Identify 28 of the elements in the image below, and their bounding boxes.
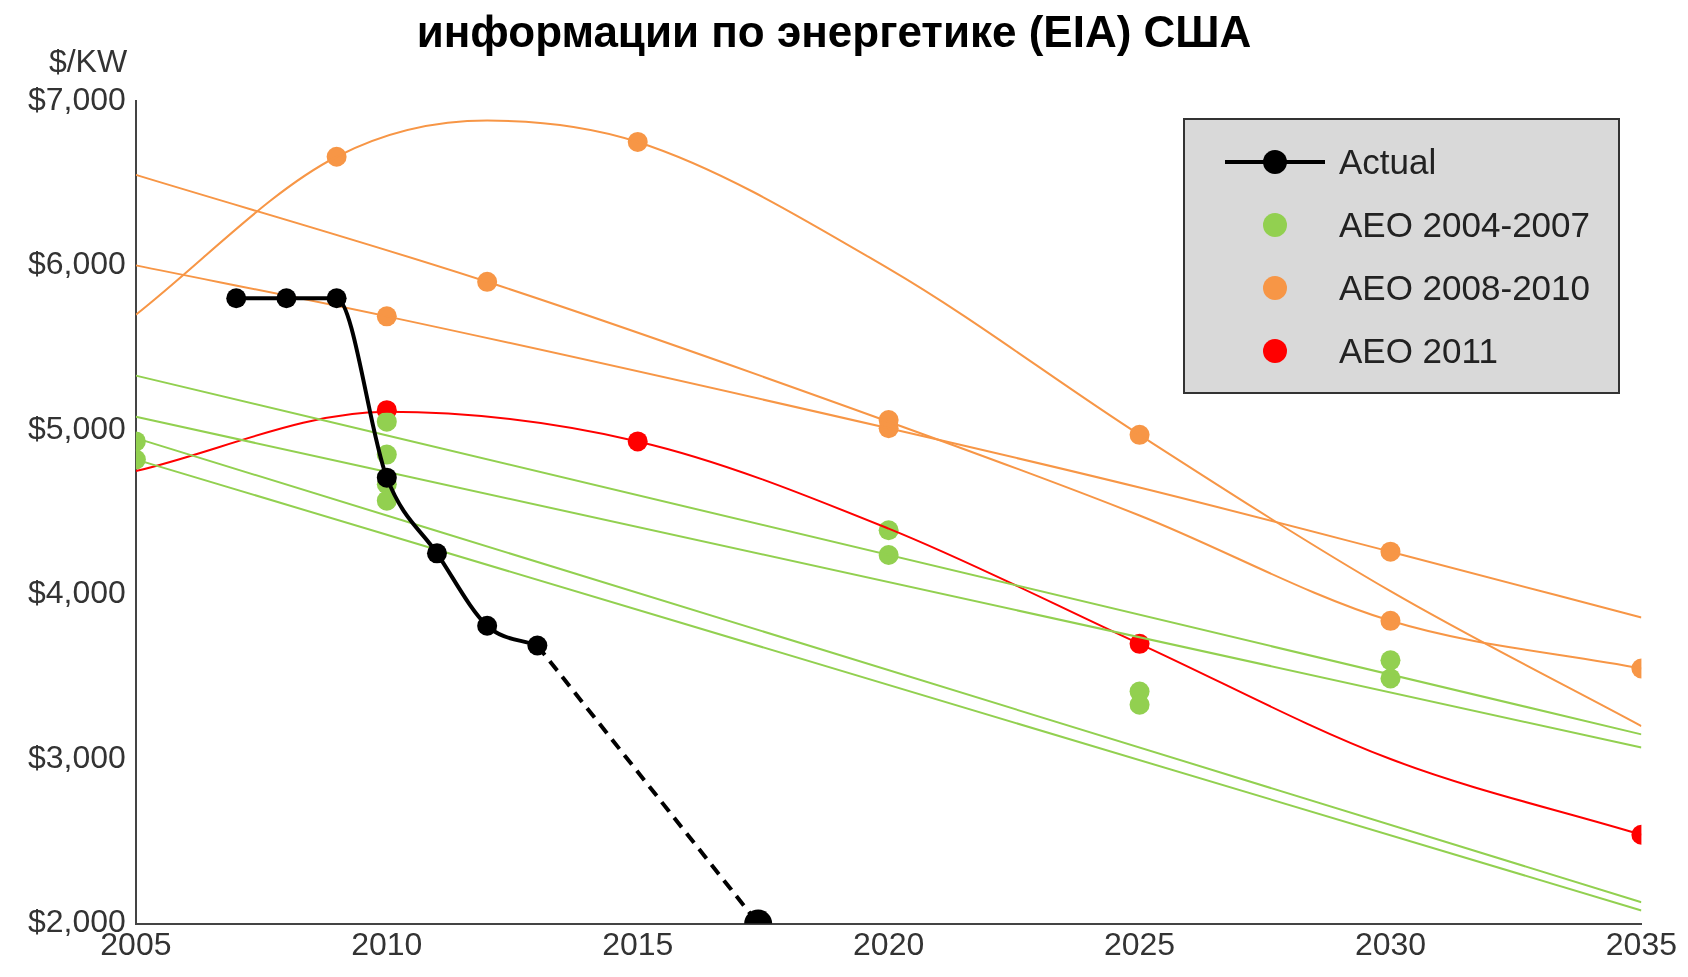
- legend-label: AEO 2008-2010: [1338, 267, 1590, 308]
- point: [226, 288, 247, 309]
- x-tick-label: 2020: [853, 925, 925, 962]
- x-tick-label: 2015: [602, 925, 674, 962]
- point: [326, 288, 347, 309]
- x-tick-label: 2010: [351, 925, 423, 962]
- y-tick-label: $4,000: [28, 574, 126, 611]
- y-axis-title: $/KW: [48, 42, 128, 79]
- x-tick-label: 2025: [1103, 925, 1176, 962]
- y-tick-label: $5,000: [28, 409, 126, 446]
- chart-title: информации по энергетике (EIA) США: [416, 6, 1252, 56]
- x-tick-label: 2030: [1354, 925, 1427, 962]
- legend-label: Actual: [1338, 141, 1437, 182]
- legend-label: AEO 2004-2007: [1338, 204, 1590, 245]
- x-tick-label: 2035: [1605, 925, 1677, 962]
- point: [477, 615, 498, 636]
- point: [376, 467, 397, 488]
- point: [376, 490, 397, 511]
- y-tick-label: $7,000: [28, 80, 126, 117]
- point: [527, 635, 548, 656]
- point: [276, 288, 297, 309]
- line-series: [135, 119, 1642, 728]
- y-tick-label: $6,000: [28, 245, 126, 282]
- point: [426, 543, 447, 564]
- y-tick-label: $3,000: [28, 738, 126, 775]
- point: [1380, 650, 1401, 671]
- legend-label: AEO 2011: [1338, 330, 1498, 371]
- point: [376, 411, 397, 432]
